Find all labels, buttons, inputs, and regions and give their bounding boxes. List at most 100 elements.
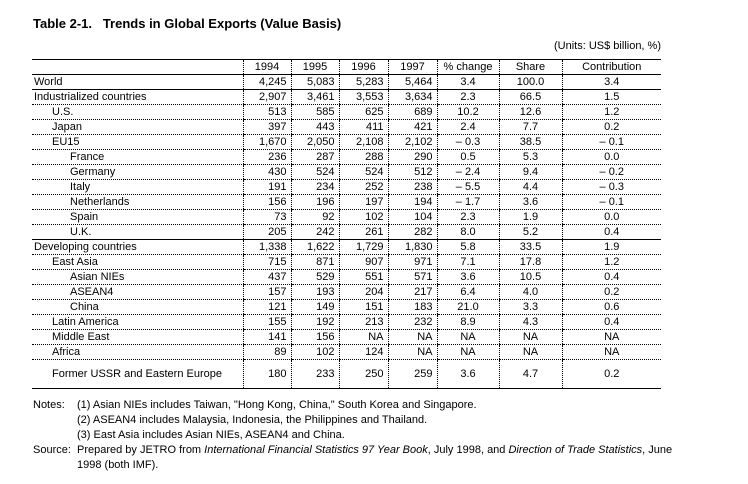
column-header <box>32 59 243 75</box>
table-cell: NA <box>436 344 499 360</box>
table-cell: 261 <box>338 224 388 240</box>
table-cell: 1,670 <box>242 134 291 150</box>
notes-block: Notes: (1) Asian NIEs includes Taiwan, "… <box>33 398 697 473</box>
table-row: Former USSR and Eastern Europe 180 233 250 2… <box>32 359 661 389</box>
table-cell: 250 <box>338 359 388 389</box>
source-label: Source: <box>33 444 71 456</box>
row-label: Middle East <box>32 329 243 345</box>
table-cell: 4.3 <box>498 314 562 330</box>
table-cell: 551 <box>338 269 388 285</box>
table-cell: 0.4 <box>561 224 661 240</box>
table-cell: 524 <box>290 164 339 180</box>
table-cell: 89 <box>242 344 291 360</box>
table-cell: 0.2 <box>561 284 661 300</box>
table-cell: NA <box>498 329 562 345</box>
table-cell: – 5.5 <box>436 179 499 195</box>
table-cell: NA <box>498 344 562 360</box>
table-cell: 2,102 <box>387 134 437 150</box>
table-cell: NA <box>338 329 388 345</box>
row-label: Asian NIEs <box>32 269 243 285</box>
column-header: Share <box>498 59 562 75</box>
table-cell: 287 <box>290 149 339 165</box>
table-cell: 196 <box>290 194 339 210</box>
table-cell: 7.1 <box>436 254 499 270</box>
source-row: Source: Prepared by JETRO from Internati… <box>33 443 697 473</box>
table-row: U.K. 205 242 261 282 8.0 5.2 0.4 <box>32 224 661 240</box>
table-cell: 3.4 <box>436 74 499 90</box>
table-cell: 124 <box>338 344 388 360</box>
table-cell: 0.0 <box>561 209 661 225</box>
table-cell: 9.4 <box>498 164 562 180</box>
units-label: (Units: US$ billion, %) <box>554 40 661 52</box>
table-cell: 102 <box>338 209 388 225</box>
header-row: 1994 1995 1996 1997% change Share Contributio… <box>32 59 661 75</box>
table-row: Italy 191 234 252 238– 5.5 4.4– 0.3 <box>32 179 661 195</box>
table-cell: 4.0 <box>498 284 562 300</box>
table-cell: 242 <box>290 224 339 240</box>
table-cell: 4,245 <box>242 74 291 90</box>
table-row: Japan 397 443 411 421 2.4 7.7 0.2 <box>32 119 661 135</box>
table-cell: 3,553 <box>338 89 388 105</box>
table-cell: 4.7 <box>498 359 562 389</box>
table-cell: 3.3 <box>498 299 562 315</box>
note-row: (2) ASEAN4 includes Malaysia, Indonesia,… <box>33 413 697 428</box>
table-cell: 5.8 <box>436 239 499 255</box>
table-cell: – 1.7 <box>436 194 499 210</box>
row-label: Italy <box>32 179 243 195</box>
table-cell: 282 <box>387 224 437 240</box>
table-cell: 192 <box>290 314 339 330</box>
table-cell: 3.6 <box>498 194 562 210</box>
table-cell: 5.2 <box>498 224 562 240</box>
table-row: World 4,245 5,083 5,283 5,464 3.4 100.0 3.4 <box>32 74 661 90</box>
table-cell: NA <box>387 329 437 345</box>
column-header: 1994 <box>242 59 291 75</box>
table-cell: 234 <box>290 179 339 195</box>
table-cell: 197 <box>338 194 388 210</box>
table-cell: 141 <box>242 329 291 345</box>
row-label: Germany <box>32 164 243 180</box>
table-cell: 0.6 <box>561 299 661 315</box>
note-row: (3) East Asia includes Asian NIEs, ASEAN… <box>33 428 697 443</box>
table-cell: 1.9 <box>498 209 562 225</box>
row-label: France <box>32 149 243 165</box>
table-cell: 204 <box>338 284 388 300</box>
table-cell: 5,083 <box>290 74 339 90</box>
table-cell: 1,622 <box>290 239 339 255</box>
table-row: Middle East 141 156 NA NA NA NA NA <box>32 329 661 345</box>
table-cell: 149 <box>290 299 339 315</box>
table-cell: 0.2 <box>561 359 661 389</box>
table-cell: 971 <box>387 254 437 270</box>
table-cell: 529 <box>290 269 339 285</box>
table-cell: 3.6 <box>436 359 499 389</box>
table-row: East Asia 715 871 907 971 7.1 17.8 1.2 <box>32 254 661 270</box>
table-cell: – 0.1 <box>561 134 661 150</box>
table-row: Asian NIEs 437 529 551 571 3.6 10.5 0.4 <box>32 269 661 285</box>
table-cell: 2.3 <box>436 89 499 105</box>
table-cell: 290 <box>387 149 437 165</box>
table-cell: NA <box>561 329 661 345</box>
table-cell: 217 <box>387 284 437 300</box>
table-cell: 156 <box>290 329 339 345</box>
table-cell: 1.5 <box>561 89 661 105</box>
table-cell: 92 <box>290 209 339 225</box>
table-cell: 104 <box>387 209 437 225</box>
table-cell: 1,729 <box>338 239 388 255</box>
table-row: ASEAN4 157 193 204 217 6.4 4.0 0.2 <box>32 284 661 300</box>
table-cell: 102 <box>290 344 339 360</box>
table-cell: 512 <box>387 164 437 180</box>
table-cell: 2,050 <box>290 134 339 150</box>
table-cell: 5,464 <box>387 74 437 90</box>
table-cell: – 0.3 <box>561 179 661 195</box>
table-cell: 524 <box>338 164 388 180</box>
table-cell: – 0.1 <box>561 194 661 210</box>
table-cell: 3,634 <box>387 89 437 105</box>
note-text: (3) East Asia includes Asian NIEs, ASEAN… <box>77 429 345 441</box>
table-cell: 232 <box>387 314 437 330</box>
table-row: Germany 430 524 524 512– 2.4 9.4– 0.2 <box>32 164 661 180</box>
table-cell: 907 <box>338 254 388 270</box>
table-cell: 191 <box>242 179 291 195</box>
table-cell: 8.9 <box>436 314 499 330</box>
table-cell: NA <box>387 344 437 360</box>
table-cell: 0.2 <box>561 119 661 135</box>
table-cell: 10.2 <box>436 104 499 120</box>
